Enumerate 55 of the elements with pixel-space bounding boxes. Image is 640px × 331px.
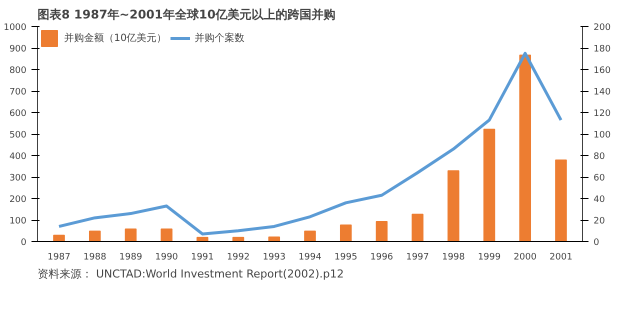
legend-label: 并购个案数 — [194, 32, 245, 45]
y-tick-label: 500 — [9, 130, 27, 140]
y2-tick-label: 0 — [594, 238, 600, 248]
x-tick-label: 1999 — [478, 252, 501, 262]
y2-tick-label: 120 — [594, 109, 611, 119]
bar — [340, 224, 352, 242]
x-tick-label: 1990 — [155, 252, 178, 262]
bar — [304, 230, 316, 242]
bar — [483, 128, 496, 242]
x-tick-label: 1995 — [334, 252, 358, 262]
x-tick-label: 1996 — [370, 252, 394, 262]
bar — [448, 170, 460, 242]
bar — [124, 228, 137, 242]
x-tick-label: 1994 — [298, 252, 322, 262]
x-tick-label: 2001 — [550, 252, 572, 262]
legend-label: 并购金额（10亿美元） — [64, 32, 167, 45]
x-tick-label: 1989 — [119, 252, 142, 262]
bar — [376, 221, 388, 242]
x-tick-label: 2000 — [514, 252, 537, 262]
y2-tick-label: 100 — [594, 130, 611, 140]
y2-tick-label: 80 — [594, 152, 606, 162]
bar — [160, 228, 172, 242]
y-tick-label: 800 — [9, 66, 27, 76]
y-tick-label: 100 — [9, 216, 27, 226]
x-tick-label: 1991 — [190, 252, 214, 262]
text: 资料来源： UNCTAD:World Investment Report(2002).p12 — [38, 268, 344, 280]
line-series — [58, 52, 562, 236]
y-tick-label: 400 — [9, 152, 27, 162]
x-tick-label: 1992 — [226, 252, 250, 262]
y-tick-label: 900 — [9, 44, 27, 54]
y2-tick-label: 40 — [594, 195, 606, 205]
bar — [88, 230, 101, 242]
bar — [196, 236, 208, 242]
x-tick-label: 1987 — [48, 252, 70, 262]
y-tick-label: 200 — [9, 195, 27, 205]
x-tick-label: 1993 — [262, 252, 286, 262]
y2-tick-label: 160 — [594, 66, 611, 76]
y-tick-label: 300 — [9, 174, 27, 184]
bar — [555, 160, 567, 242]
bar — [412, 214, 424, 242]
y2-tick-label: 140 — [594, 88, 611, 98]
y-tick-label: 0 — [20, 238, 27, 248]
y-tick-label: 600 — [9, 109, 27, 119]
x-tick-label: 1997 — [406, 252, 430, 262]
chart-title: 图表8 1987年~2001年全球10亿美元以上的跨国并购 — [38, 8, 336, 22]
y-tick-label: 1000 — [4, 23, 27, 33]
y2-tick-label: 20 — [594, 216, 606, 226]
y-tick-label: 700 — [9, 88, 27, 98]
bar — [53, 234, 65, 242]
bar — [519, 54, 532, 242]
y2-tick-label: 180 — [594, 44, 611, 54]
x-tick-label: 1988 — [83, 252, 107, 262]
y2-tick-label: 60 — [594, 174, 606, 184]
x-tick-label: 1998 — [442, 252, 466, 262]
y2-tick-label: 200 — [594, 23, 611, 33]
